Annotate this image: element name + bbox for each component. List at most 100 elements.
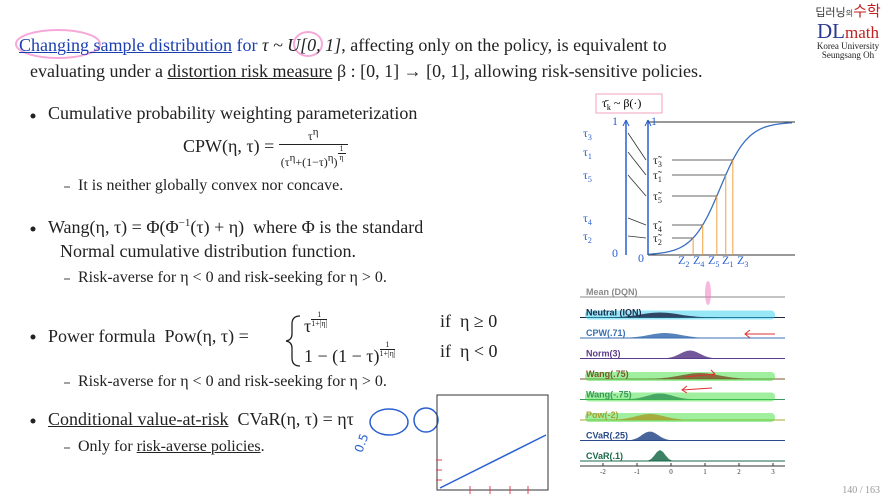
- label-base: τ̃: [653, 168, 662, 182]
- tau-label: τ̃2: [653, 231, 662, 247]
- axis-label: 2: [737, 468, 741, 476]
- formula: CPW(η, τ) = τη (τη+(1−τ)η) 1 η: [183, 126, 348, 170]
- formula-text: η: [339, 153, 344, 162]
- distribution-label: Neutral (IQN): [586, 308, 642, 318]
- sub-text: It is neither globally convex nor concav…: [78, 177, 344, 194]
- label-sub: 1: [588, 152, 592, 161]
- highlight-circle: [293, 31, 323, 57]
- density: [625, 431, 673, 441]
- axis-label: -2: [600, 468, 606, 476]
- label-sub: 2: [685, 260, 689, 269]
- distribution-label: Pow(-2): [586, 410, 619, 420]
- label-base: τ: [583, 126, 588, 140]
- hand-circle: [369, 408, 409, 436]
- formula-text: 1+|η|: [379, 349, 396, 358]
- tau-label: Z2: [678, 253, 689, 269]
- sketch-line: [439, 434, 547, 489]
- formula-text: ): [333, 155, 338, 169]
- axis-label: 1: [612, 114, 618, 128]
- distribution-label: CVaR(.1): [586, 451, 623, 461]
- label-sub: 5: [658, 196, 662, 205]
- formula-text: τ: [304, 316, 312, 336]
- mapping-arrow: [627, 217, 647, 226]
- logo-text: DL: [817, 18, 845, 43]
- formula-text: η: [312, 126, 319, 138]
- logo-text: math: [845, 22, 879, 42]
- bullet: [30, 334, 36, 340]
- title-text: Changing sample distribution: [19, 35, 232, 55]
- bullet-text: Power formula Pow(η, τ) =: [48, 326, 249, 346]
- sketch-ticks: [436, 459, 529, 494]
- distribution-label: CPW(.71): [586, 328, 626, 338]
- logo-text: 딥러닝: [815, 6, 846, 19]
- label-sub: 1: [729, 260, 733, 269]
- tau-label: Z5: [708, 253, 719, 269]
- label: τ̄: [602, 96, 609, 110]
- bullet-text: Normal cumulative distribution function.: [60, 241, 356, 261]
- label-sub: 5: [715, 260, 719, 269]
- hand-arrow: [681, 385, 713, 394]
- formula-text: (τ: [280, 155, 290, 169]
- label-base: τ: [583, 229, 588, 243]
- case: 1 − (1 − τ) 1 1+|η|: [304, 341, 396, 367]
- tau-label: τ̃3: [653, 153, 662, 169]
- title-text: evaluating under a: [30, 61, 168, 81]
- distribution-label: Mean (DQN): [586, 287, 638, 297]
- sub-text: Risk-averse for η < 0 and risk-seeking f…: [78, 373, 387, 390]
- distribution-label: Norm(3): [586, 349, 621, 359]
- density: [615, 333, 714, 338]
- sketch-box: [436, 394, 549, 491]
- label-base: τ̃: [653, 231, 662, 245]
- case: τ 1 1+|η|: [304, 311, 328, 337]
- distortion-diagram: τ̄k ~ β(·) 1 0 1 0 τ3τ1τ5τ4τ2τ̃3τ̃1τ̃5τ̃…: [583, 93, 795, 269]
- logo: 딥러닝의수학 DLmath Korea University Seungsang…: [808, 3, 888, 61]
- formula-text: (τ) + η) where Φ is the standard: [190, 217, 424, 237]
- title-line: Changing sample distribution for τ ~ U[0…: [19, 35, 667, 56]
- density: [660, 350, 720, 359]
- arrowhead: [622, 119, 652, 127]
- page-number: 140 / 163: [842, 485, 880, 496]
- label-sub: 4: [700, 260, 704, 269]
- label-base: τ: [583, 145, 588, 159]
- hand-arrow: [744, 329, 775, 339]
- distortion-curve: [647, 122, 793, 255]
- fraction: τη (τη+(1−τ)η) 1 η: [278, 126, 348, 170]
- bullet: [30, 418, 36, 424]
- tau-label: τ̃5: [653, 189, 662, 205]
- label-base: Z: [678, 253, 685, 267]
- hand-circle: [413, 407, 439, 433]
- label-base: Z: [722, 253, 729, 267]
- label-sub: 3: [588, 133, 592, 142]
- bullet-text: Conditional value-at-risk: [48, 409, 229, 429]
- title-text: for: [232, 35, 262, 55]
- label-box: [595, 93, 663, 114]
- label-sub: 1: [658, 175, 662, 184]
- formula-text: 1: [379, 341, 396, 350]
- title-line: evaluating under a distortion risk measu…: [30, 61, 703, 82]
- title-text: distortion risk measure: [167, 61, 333, 81]
- density: [620, 393, 698, 400]
- label-base: τ̃: [653, 189, 662, 203]
- axis-label: 3: [771, 468, 775, 476]
- formula-text: 1+|η|: [311, 319, 328, 328]
- diagram-title: τ̄k ~ β(·): [602, 96, 641, 112]
- bullet-text: Conditional value-at-risk CVaR(η, τ) = η…: [48, 409, 354, 430]
- bullet: [30, 226, 36, 232]
- formula-text: τ: [307, 129, 313, 143]
- axis-label: 0: [669, 468, 673, 476]
- hand-arrow: [684, 369, 716, 378]
- formula-text: if η < 0: [440, 341, 498, 361]
- sub-text: risk-averse policies: [136, 438, 261, 455]
- label-sub: 3: [744, 260, 748, 269]
- title-text: β : [0, 1] → [0, 1], allowing risk-sensi…: [332, 61, 703, 81]
- formula-text: 1: [311, 311, 328, 320]
- distribution-label: CVaR(.25): [586, 431, 628, 441]
- label-base: Z: [693, 253, 700, 267]
- axis-label: 0: [638, 251, 644, 265]
- tau-label: Z1: [722, 253, 733, 269]
- density: [645, 450, 675, 461]
- tau-label: Z4: [693, 253, 704, 269]
- bullet: [30, 113, 36, 119]
- label-sub: 3: [658, 160, 662, 169]
